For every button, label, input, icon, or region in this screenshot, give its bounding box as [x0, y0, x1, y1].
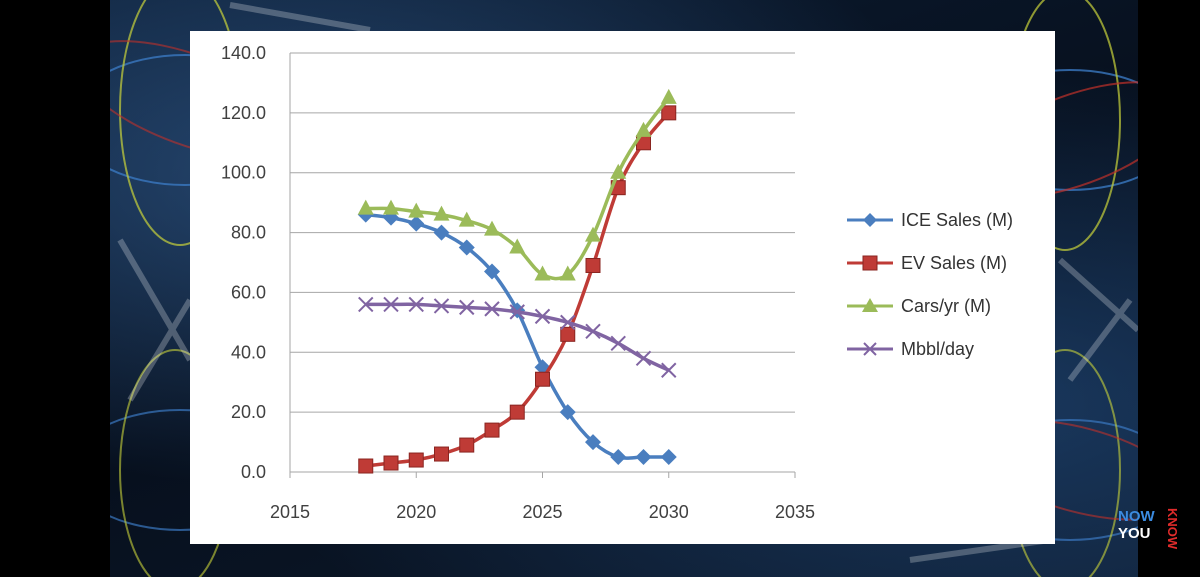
data-point-x	[635, 350, 652, 366]
legend-item-mbbl: Mbbl/day	[845, 338, 1050, 360]
data-point-triangle	[559, 265, 576, 281]
x-tick-label: 2015	[270, 502, 310, 522]
x-tick-label: 2035	[775, 502, 815, 522]
series-3	[358, 296, 677, 378]
legend-label-ev: EV Sales (M)	[901, 252, 1008, 273]
x-tick-label: 2020	[396, 502, 436, 522]
data-point-diamond	[433, 224, 450, 241]
data-point-diamond	[559, 404, 576, 421]
gridlines	[289, 52, 796, 478]
legend-label-ice: ICE Sales (M)	[901, 209, 1014, 230]
legend-swatch-ice	[847, 213, 893, 227]
data-point-triangle	[585, 226, 601, 242]
data-point-x	[661, 362, 677, 378]
data-point-triangle	[509, 238, 526, 254]
series-1	[358, 105, 677, 474]
data-point-x	[358, 296, 374, 313]
x-tick-label: 2025	[522, 502, 562, 522]
data-point-diamond	[610, 449, 627, 466]
data-point-x	[383, 296, 399, 313]
data-point-x	[408, 296, 424, 313]
legend-swatch-cars	[847, 298, 893, 312]
data-point-square	[661, 105, 677, 121]
x-tick-label: 2030	[649, 502, 689, 522]
data-point-square	[560, 326, 576, 342]
data-point-x	[585, 323, 601, 340]
chart-legend: ICE Sales (M) EV Sales (M) Cars/yr (M) M…	[845, 209, 1050, 381]
data-point-triangle	[610, 163, 627, 179]
data-point-square	[585, 257, 601, 273]
x-tick-labels: 2015 2020 2025 2030 2035	[270, 502, 815, 522]
data-point-triangle	[534, 265, 551, 281]
data-point-diamond	[635, 449, 652, 466]
data-point-square	[459, 437, 475, 453]
data-point-square	[535, 371, 550, 387]
data-point-square	[484, 422, 500, 438]
data-point-triangle	[433, 205, 450, 221]
logo-text-now: NOW	[1118, 508, 1155, 525]
data-point-x	[610, 335, 626, 352]
data-point-x	[459, 299, 475, 316]
legend-item-ice: ICE Sales (M)	[845, 209, 1050, 231]
data-point-square	[383, 455, 399, 471]
legend-item-ev: EV Sales (M)	[845, 252, 1050, 274]
legend-swatch-ev	[847, 255, 893, 271]
data-point-diamond	[458, 239, 475, 256]
data-point-diamond	[408, 215, 425, 232]
y-tick-label: 40.0	[231, 342, 266, 362]
data-point-x	[509, 304, 525, 320]
logo-text-you: YOU	[1118, 525, 1151, 542]
y-tick-label: 120.0	[221, 103, 266, 123]
data-point-x	[560, 314, 576, 331]
y-tick-label: 140.0	[221, 43, 266, 63]
legend-swatch-mbbl	[847, 342, 893, 356]
data-point-x	[534, 308, 551, 325]
data-point-diamond	[585, 434, 601, 451]
data-point-square	[408, 452, 424, 468]
data-point-triangle	[458, 211, 475, 227]
y-tick-label: 20.0	[231, 402, 266, 422]
legend-label-mbbl: Mbbl/day	[901, 338, 975, 359]
chart-panel: 0.0 20.0 40.0 60.0 80.0 100.0 120.0 140.0 2015 2…	[190, 31, 1055, 544]
data-point-x	[433, 298, 450, 314]
data-point-square	[434, 446, 449, 462]
data-point-square	[358, 458, 374, 474]
data-point-diamond	[484, 263, 500, 280]
y-tick-label: 100.0	[221, 163, 266, 183]
channel-logo: NOW YOU KNOW	[1118, 508, 1186, 562]
y-tick-label: 80.0	[231, 223, 266, 243]
legend-label-cars: Cars/yr (M)	[901, 295, 991, 316]
series-lines	[357, 88, 677, 474]
data-point-triangle	[484, 220, 500, 236]
logo-text-know: KNOW	[1165, 508, 1180, 550]
data-point-square	[509, 404, 525, 420]
data-point-triangle	[408, 202, 425, 218]
y-tick-label: 0.0	[241, 462, 266, 482]
data-point-diamond	[660, 449, 677, 466]
data-point-triangle	[660, 88, 677, 104]
y-tick-label: 60.0	[231, 282, 266, 302]
legend-item-cars: Cars/yr (M)	[845, 295, 1050, 317]
y-tick-labels: 0.0 20.0 40.0 60.0 80.0 100.0 120.0 140.0	[221, 43, 266, 482]
data-point-triangle	[383, 199, 399, 215]
data-point-triangle	[357, 199, 374, 215]
data-point-x	[484, 301, 500, 317]
series-2	[357, 88, 677, 281]
data-point-triangle	[635, 121, 652, 137]
